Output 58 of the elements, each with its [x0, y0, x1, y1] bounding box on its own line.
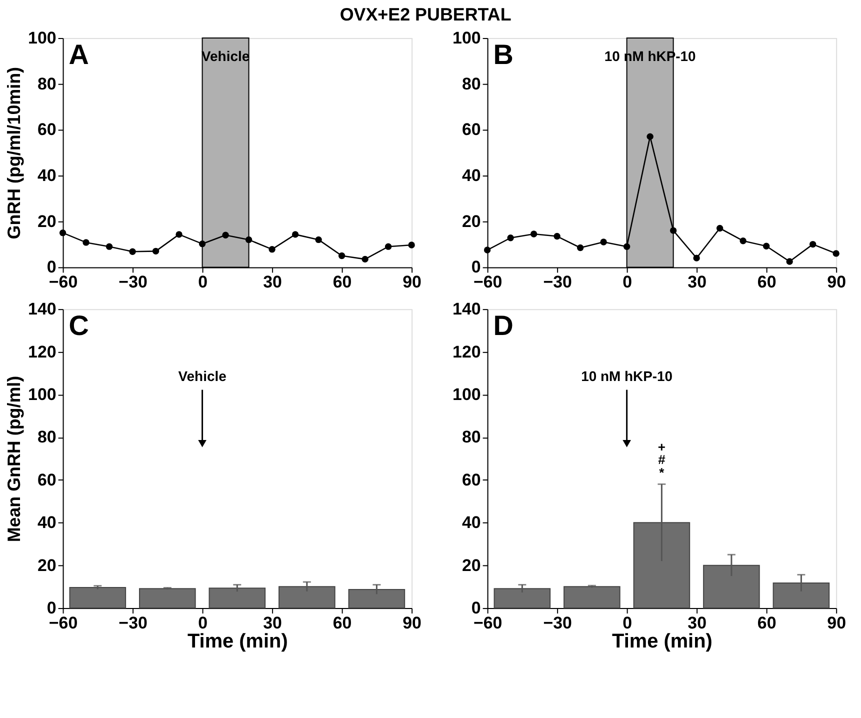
- y-tick-label: 20: [37, 212, 56, 231]
- y-tick-label: 60: [462, 470, 481, 490]
- y-tick-label: 40: [462, 513, 481, 532]
- x-tick-label: 60: [332, 613, 352, 632]
- y-axis-title: GnRH (pg/ml/10min): [4, 66, 24, 240]
- annotation: +: [658, 439, 666, 454]
- y-tick-label: 100: [28, 28, 56, 48]
- x-tick-label: 0: [198, 613, 208, 632]
- y-tick-label: 80: [37, 428, 56, 447]
- annotation: *: [659, 465, 666, 480]
- chart-title: OVX+E2 PUBERTAL: [340, 4, 512, 25]
- y-tick-label: 100: [452, 28, 481, 48]
- y-tick-label: 80: [37, 74, 56, 94]
- x-tick-label: 0: [198, 272, 208, 292]
- y-tick-label: 100: [452, 384, 481, 404]
- y-tick-label: 80: [462, 428, 481, 447]
- x-tick-label: −30: [543, 272, 572, 292]
- annotation: B: [493, 38, 514, 70]
- annotation: Vehicle: [178, 368, 227, 384]
- y-tick-label: 40: [37, 166, 56, 186]
- x-tick-label: 30: [263, 272, 282, 292]
- x-tick-label: −30: [543, 613, 572, 632]
- y-tick-label: 120: [452, 342, 481, 362]
- x-tick-label: 30: [688, 272, 706, 292]
- x-tick-label: 90: [402, 613, 422, 632]
- annotation: 10 nM hKP-10: [581, 368, 673, 384]
- x-tick-label: 30: [688, 613, 706, 632]
- annotation: A: [68, 38, 89, 70]
- y-tick-label: 20: [37, 556, 56, 575]
- y-tick-label: 80: [462, 74, 481, 94]
- x-tick-label: 0: [622, 613, 632, 632]
- x-tick-label: 90: [827, 613, 846, 632]
- x-axis-title: Time (min): [187, 630, 288, 652]
- y-tick-label: 40: [37, 513, 56, 532]
- y-tick-label: 60: [37, 470, 56, 490]
- y-axis-title: Mean GnRH (pg/ml): [4, 376, 24, 542]
- annotation: D: [493, 310, 514, 341]
- x-tick-label: 30: [263, 613, 282, 632]
- x-tick-label: 90: [827, 272, 846, 292]
- x-tick-label: 60: [332, 272, 352, 292]
- y-tick-label: 40: [462, 166, 481, 186]
- x-tick-label: 0: [622, 272, 632, 292]
- x-tick-label: −30: [118, 272, 148, 292]
- y-tick-label: 60: [37, 120, 56, 140]
- x-tick-label: 60: [757, 272, 776, 292]
- annotation: C: [68, 310, 89, 341]
- y-tick-label: 100: [28, 384, 56, 404]
- x-tick-label: 90: [402, 272, 422, 292]
- y-tick-label: 120: [28, 342, 56, 362]
- x-axis-title: Time (min): [612, 630, 712, 652]
- x-tick-label: 60: [757, 613, 776, 632]
- annotation: #: [658, 452, 666, 468]
- y-tick-label: 140: [452, 300, 481, 319]
- y-tick-label: 140: [28, 300, 56, 319]
- y-tick-label: 60: [462, 120, 481, 140]
- x-tick-label: −30: [118, 613, 148, 632]
- y-tick-label: 20: [462, 212, 481, 231]
- y-tick-label: 20: [462, 556, 481, 575]
